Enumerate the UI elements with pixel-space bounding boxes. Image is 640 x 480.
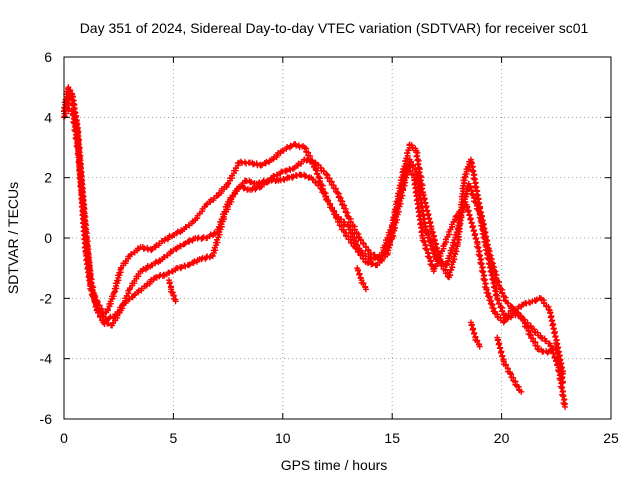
data-point-marker [469, 326, 476, 333]
data-point-marker [71, 120, 78, 127]
axis-ticks [63, 56, 612, 420]
data-point-marker [110, 314, 117, 321]
x-tick-label: 20 [494, 430, 510, 446]
data-point-marker [148, 247, 155, 254]
data-point-marker [73, 136, 80, 143]
data-point-marker [166, 280, 173, 287]
data-point-marker [549, 322, 556, 329]
data-point-marker [72, 128, 79, 135]
y-tick-labels: 6 4 2 0 -2 -4 -6 [40, 49, 53, 427]
data-point-marker [517, 312, 524, 319]
data-point-marker [526, 299, 533, 306]
x-tick-label: 25 [603, 430, 619, 446]
data-point-marker [559, 379, 566, 386]
data-point-marker [131, 292, 138, 299]
data-point-marker [414, 205, 421, 212]
data-point-marker [412, 189, 419, 196]
x-tick-labels: 0 5 10 15 20 25 [60, 430, 619, 446]
data-marks [61, 84, 569, 410]
data-point-marker [257, 162, 264, 169]
x-tick-label: 5 [170, 430, 178, 446]
data-point-marker [318, 185, 325, 192]
series-fragment-d [467, 319, 483, 350]
y-tick-label: -2 [40, 290, 53, 306]
data-point-marker [471, 330, 478, 337]
data-point-marker [518, 388, 525, 395]
data-point-marker [81, 232, 88, 239]
data-point-marker [75, 152, 82, 159]
series-track-1 [61, 84, 566, 377]
data-point-marker [362, 286, 369, 293]
x-tick-label: 0 [60, 430, 68, 446]
chart-title: Day 351 of 2024, Sidereal Day-to-day VTE… [80, 20, 589, 36]
data-point-marker [70, 112, 77, 119]
data-point-marker [185, 262, 192, 269]
data-point-marker [537, 334, 544, 341]
y-axis-label: SDTVAR / TECUs [5, 182, 21, 294]
data-point-marker [461, 174, 468, 181]
series-fragment-c [494, 334, 525, 395]
data-point-marker [242, 160, 249, 167]
data-point-marker [265, 178, 272, 185]
series-fragment-a [166, 277, 179, 305]
data-point-marker [562, 403, 569, 410]
series-fragment-b [354, 265, 369, 293]
x-axis-label: GPS time / hours [281, 457, 388, 473]
y-tick-label: -6 [40, 411, 53, 427]
y-tick-label: -4 [40, 351, 53, 367]
data-point-marker [418, 229, 425, 236]
data-point-marker [547, 314, 554, 321]
data-point-marker [181, 241, 188, 248]
data-point-marker [413, 197, 420, 204]
series-track-3 [63, 105, 566, 386]
data-point-marker [172, 298, 179, 305]
y-tick-label: 4 [44, 109, 52, 125]
y-tick-label: 2 [44, 170, 52, 186]
data-point-marker [552, 333, 559, 340]
y-tick-label: 6 [44, 49, 52, 65]
data-point-marker [74, 144, 81, 151]
y-tick-label: 0 [44, 230, 52, 246]
data-point-marker [417, 221, 424, 228]
data-point-marker [476, 343, 483, 350]
grid-lines [64, 57, 611, 419]
x-tick-label: 15 [384, 430, 400, 446]
data-point-marker [468, 322, 475, 329]
data-point-marker [290, 165, 297, 172]
data-point-marker [544, 349, 551, 356]
x-tick-label: 10 [275, 430, 291, 446]
data-point-marker [416, 213, 423, 220]
data-point-marker [411, 181, 418, 188]
data-point-marker [203, 201, 210, 208]
data-point-marker [551, 330, 558, 337]
data-point-marker [452, 213, 459, 220]
